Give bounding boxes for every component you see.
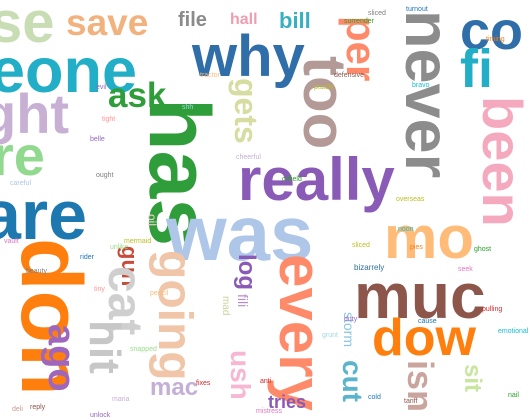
word-seek: seek bbox=[458, 266, 473, 273]
word-mad: mad bbox=[220, 296, 231, 316]
word-oilfield: oilfield bbox=[282, 176, 302, 183]
word-fi: fi bbox=[460, 39, 493, 99]
word-mo: mo bbox=[384, 204, 474, 271]
word-cold: cold bbox=[368, 394, 381, 401]
word-log: log bbox=[233, 254, 260, 290]
word-co: co bbox=[460, 1, 524, 61]
word-pencil: pencil bbox=[150, 290, 169, 297]
word-ush: ush bbox=[225, 350, 256, 400]
word-sliced-2: sliced bbox=[352, 242, 370, 249]
word-beauty: beauty bbox=[26, 268, 48, 275]
word-save: save bbox=[66, 2, 149, 43]
word-duty: duty bbox=[344, 316, 358, 323]
word-puzzle: puzzle bbox=[314, 84, 335, 91]
word-hall: hall bbox=[230, 11, 258, 28]
word-tight: tight bbox=[102, 116, 116, 123]
word-tractor: tractor bbox=[200, 72, 220, 79]
word-tariff: tariff bbox=[404, 398, 418, 405]
word-ask: ask bbox=[108, 76, 167, 115]
word-sit: sit bbox=[459, 364, 486, 393]
word-belle: belle bbox=[90, 136, 105, 143]
word-dow: dow bbox=[372, 309, 476, 367]
word-are: are bbox=[0, 176, 88, 254]
word-ghost: ghost bbox=[474, 246, 492, 253]
word-file: file bbox=[178, 9, 207, 31]
word-rider: rider bbox=[80, 254, 95, 261]
word-se: se bbox=[0, 0, 55, 55]
word-careful: careful bbox=[10, 180, 32, 187]
word-pies: pies bbox=[410, 244, 423, 251]
word-overseas: overseas bbox=[396, 196, 425, 203]
word-snapped: snapped bbox=[130, 346, 157, 353]
word-pulling: pulling bbox=[482, 306, 503, 313]
word-defensive: defensive bbox=[334, 72, 364, 79]
word-why: why bbox=[192, 24, 305, 89]
word-sliced: sliced bbox=[368, 10, 386, 17]
word-timing: timing bbox=[486, 36, 505, 43]
word-emotional: emotional bbox=[498, 328, 529, 335]
word-never: never bbox=[392, 10, 462, 179]
word-nail: nail bbox=[508, 392, 519, 399]
word-going: going bbox=[148, 250, 201, 381]
word-unlike: unlike bbox=[110, 244, 129, 251]
word-mac: mac bbox=[150, 374, 199, 401]
word-mistress: mistress bbox=[256, 408, 283, 415]
word-shh: shh bbox=[182, 104, 194, 111]
word-noon: noon bbox=[398, 226, 414, 233]
word-tries: tries bbox=[268, 392, 307, 412]
word-gets: gets bbox=[228, 78, 264, 144]
word-deli: deli bbox=[12, 406, 23, 413]
word-cheerful: cheerful bbox=[236, 154, 261, 161]
word-really: really bbox=[238, 146, 395, 213]
word-grunt: grunt bbox=[322, 332, 338, 339]
word-tiny: tiny bbox=[94, 286, 105, 293]
word-been: been bbox=[471, 96, 530, 227]
word-too: too bbox=[291, 56, 358, 150]
word-bizarrely: bizarrely bbox=[354, 263, 385, 272]
word-mermaid: mermaid bbox=[124, 238, 152, 245]
word-muc: muc bbox=[354, 260, 486, 332]
word-oil: oil bbox=[145, 214, 159, 227]
word-cause: cause bbox=[418, 318, 437, 325]
word-ght: ght bbox=[0, 82, 70, 145]
word-every: every bbox=[267, 254, 334, 411]
word-bill: bill bbox=[279, 8, 311, 33]
word-bravo: bravo bbox=[412, 82, 430, 89]
word-fixes: fixes bbox=[196, 380, 211, 387]
word-maria: maria bbox=[112, 396, 130, 403]
word-surrender: surrender bbox=[344, 18, 374, 25]
word-turnout: turnout bbox=[406, 6, 428, 13]
word-evil: evil bbox=[96, 84, 107, 91]
word-re: re bbox=[0, 124, 45, 187]
word-reply: reply bbox=[30, 404, 46, 411]
word-vault: vault bbox=[4, 238, 19, 245]
word-unlock: unlock bbox=[90, 412, 111, 419]
word-ought: ought bbox=[96, 172, 114, 179]
word-fili: fili bbox=[235, 294, 251, 308]
word-ago: ago bbox=[40, 324, 82, 392]
word-cut: cut bbox=[337, 360, 368, 402]
word-eone: eone bbox=[0, 36, 138, 106]
word-anti: anti bbox=[260, 378, 272, 385]
word-hit: hit bbox=[80, 320, 129, 374]
word-was: was bbox=[166, 189, 314, 277]
